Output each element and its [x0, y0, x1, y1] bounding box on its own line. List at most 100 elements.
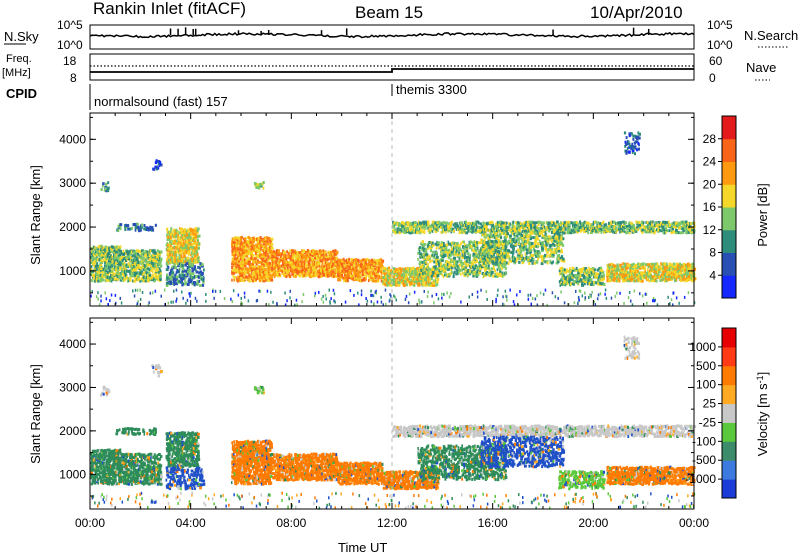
echo-cell [447, 265, 449, 269]
echo-cell [339, 278, 342, 282]
echo-cell [372, 279, 375, 283]
echo-cell [577, 222, 580, 226]
echo-cell [644, 225, 647, 229]
echo-cell [323, 264, 326, 268]
echo-cell [512, 229, 515, 233]
echo-cell [352, 265, 354, 269]
echo-cell [90, 267, 93, 271]
echo-cell [91, 250, 94, 254]
echo-cell [619, 224, 622, 228]
echo-cell [445, 263, 448, 267]
echo-cell [546, 236, 549, 240]
echo-cell [510, 250, 514, 254]
echo-cell [435, 283, 437, 287]
echo-cell [553, 251, 557, 255]
echo-cell [248, 257, 251, 261]
echo-cell [428, 267, 432, 271]
echo-cell [469, 246, 472, 250]
echo-cell [413, 223, 417, 227]
echo-cell [179, 276, 183, 280]
echo-cell [183, 228, 187, 232]
echo-cell [350, 262, 353, 266]
freq-tick-bottom: 8 [70, 71, 77, 85]
echo-cell [564, 227, 567, 231]
echo-cell [456, 264, 459, 268]
echo-cell [238, 257, 240, 261]
echo-cell [398, 231, 401, 235]
echo-cell [351, 258, 354, 262]
echo-cell [504, 247, 507, 251]
echo-cell [393, 275, 396, 279]
echo-cell [90, 273, 93, 276]
echo-cell [606, 225, 609, 229]
echo-cell [151, 274, 154, 278]
echo-cell [496, 221, 499, 225]
echo-cell [589, 223, 592, 227]
echo-cell [500, 274, 503, 278]
echo-cell [291, 258, 294, 262]
echo-cell [149, 225, 152, 229]
echo-cell [538, 234, 541, 238]
echo-cell [687, 230, 691, 234]
echo-cell [174, 260, 176, 264]
echo-cell [195, 260, 198, 264]
echo-cell [174, 282, 177, 286]
echo-cell [555, 231, 559, 235]
echo-cell [450, 260, 452, 264]
echo-cell [393, 281, 396, 285]
echo-cell [466, 264, 468, 268]
echo-cell [460, 272, 462, 276]
echo-cell [403, 276, 405, 280]
echo-cell [326, 261, 328, 265]
echo-cell [139, 279, 142, 283]
echo-cell [608, 223, 610, 227]
echo-cell [384, 283, 387, 287]
echo-cell [129, 227, 132, 231]
echo-cell [243, 279, 245, 283]
echo-cell [426, 283, 429, 287]
echo-cell [185, 247, 189, 251]
echo-cell [267, 246, 270, 250]
echo-cell [104, 272, 107, 276]
echo-cell [513, 232, 516, 236]
echo-cell [194, 257, 197, 261]
echo-cell [119, 253, 122, 257]
echo-cell [433, 265, 437, 269]
echo-cell [186, 272, 189, 276]
echo-cell [170, 267, 174, 271]
echo-cell [330, 250, 332, 254]
echo-cell [522, 246, 525, 250]
echo-cell [303, 263, 306, 266]
echo-cell [117, 248, 121, 252]
echo-cell [487, 246, 490, 250]
echo-cell [307, 260, 309, 264]
echo-cell [275, 251, 279, 255]
echo-cell [483, 222, 486, 226]
echo-cell [147, 253, 150, 257]
echo-cell [113, 249, 116, 253]
echo-cell [240, 269, 244, 273]
echo-cell [287, 273, 289, 277]
echo-cell [398, 281, 401, 285]
echo-cell [534, 235, 537, 239]
echo-cell [396, 230, 399, 234]
echo-cell [454, 250, 456, 254]
echo-cell [173, 283, 176, 286]
echo-cell [534, 223, 536, 226]
echo-cell [583, 226, 587, 230]
echo-cell [188, 269, 191, 272]
echo-cell [406, 267, 409, 271]
echo-cell [367, 271, 370, 275]
echo-cell [194, 256, 196, 260]
echo-cell [145, 257, 147, 261]
echo-cell [456, 253, 460, 257]
echo-cell [535, 254, 538, 258]
echo-cell [619, 230, 621, 234]
echo-cell [349, 264, 352, 268]
echo-cell [414, 225, 416, 229]
echo-cell [146, 250, 149, 254]
echo-cell [676, 231, 679, 234]
echo-cell [469, 269, 472, 273]
echo-cell [392, 278, 396, 282]
echo-cell [124, 228, 127, 231]
